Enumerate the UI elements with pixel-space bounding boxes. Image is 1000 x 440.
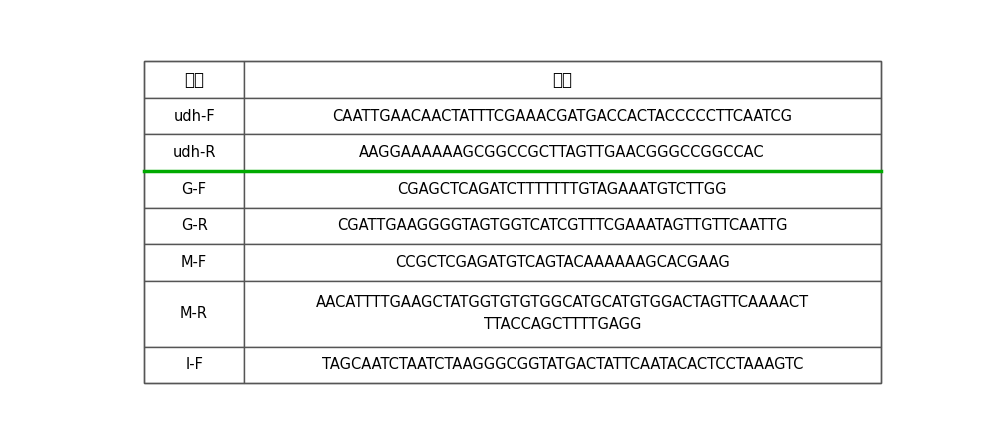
Text: udh-R: udh-R — [172, 145, 216, 160]
Bar — [244, 281, 881, 347]
Bar — [144, 61, 244, 98]
Bar — [144, 135, 244, 171]
Bar — [144, 244, 244, 281]
Text: G-F: G-F — [182, 182, 207, 197]
Text: G-R: G-R — [181, 218, 208, 233]
Bar — [244, 98, 881, 135]
Text: I-F: I-F — [185, 357, 203, 372]
Text: AACATTTTGAAGCTATGGTGTGTGGCATGCATGTGGACTAGTTCAAAACT: AACATTTTGAAGCTATGGTGTGTGGCATGCATGTGGACTA… — [316, 295, 809, 310]
Text: CCGCTCGAGATGTCAGTACAAAAAAGCACGAAG: CCGCTCGAGATGTCAGTACAAAAAAGCACGAAG — [395, 255, 730, 270]
Text: CAATTGAACAACTATTTCGAAACGATGACCACTACCCCCTTCAATCG: CAATTGAACAACTATTTCGAAACGATGACCACTACCCCCT… — [332, 109, 792, 124]
Bar — [244, 208, 881, 244]
Bar — [244, 61, 881, 98]
Text: CGAGCTCAGATCTTTTTTTGTAGAAATGTCTTGG: CGAGCTCAGATCTTTTTTTGTAGAAATGTCTTGG — [397, 182, 727, 197]
Text: 序列: 序列 — [552, 70, 572, 88]
Text: TAGCAATCTAATCTAAGGGCGGTATGACTATTCAATACACTCCTAAAGTC: TAGCAATCTAATCTAAGGGCGGTATGACTATTCAATACAC… — [322, 357, 803, 372]
Bar — [144, 98, 244, 135]
Bar — [244, 171, 881, 208]
Bar — [144, 347, 244, 383]
Text: udh-F: udh-F — [173, 109, 215, 124]
Bar — [244, 135, 881, 171]
Bar — [144, 281, 244, 347]
Text: 引物: 引物 — [184, 70, 204, 88]
Bar — [144, 171, 244, 208]
Text: CGATTGAAGGGGTAGTGGTCATCGTTTCGAAATAGTTGTTCAATTG: CGATTGAAGGGGTAGTGGTCATCGTTTCGAAATAGTTGTT… — [337, 218, 787, 233]
Text: M-R: M-R — [180, 306, 208, 321]
Text: M-F: M-F — [181, 255, 207, 270]
Text: AAGGAAAAAAGCGGCCGCTTAGTTGAACGGGCCGGCCAC: AAGGAAAAAAGCGGCCGCTTAGTTGAACGGGCCGGCCAC — [359, 145, 765, 160]
Bar — [244, 244, 881, 281]
Text: TTACCAGCTTTTGAGG: TTACCAGCTTTTGAGG — [484, 317, 641, 332]
Bar — [244, 347, 881, 383]
Bar — [144, 208, 244, 244]
